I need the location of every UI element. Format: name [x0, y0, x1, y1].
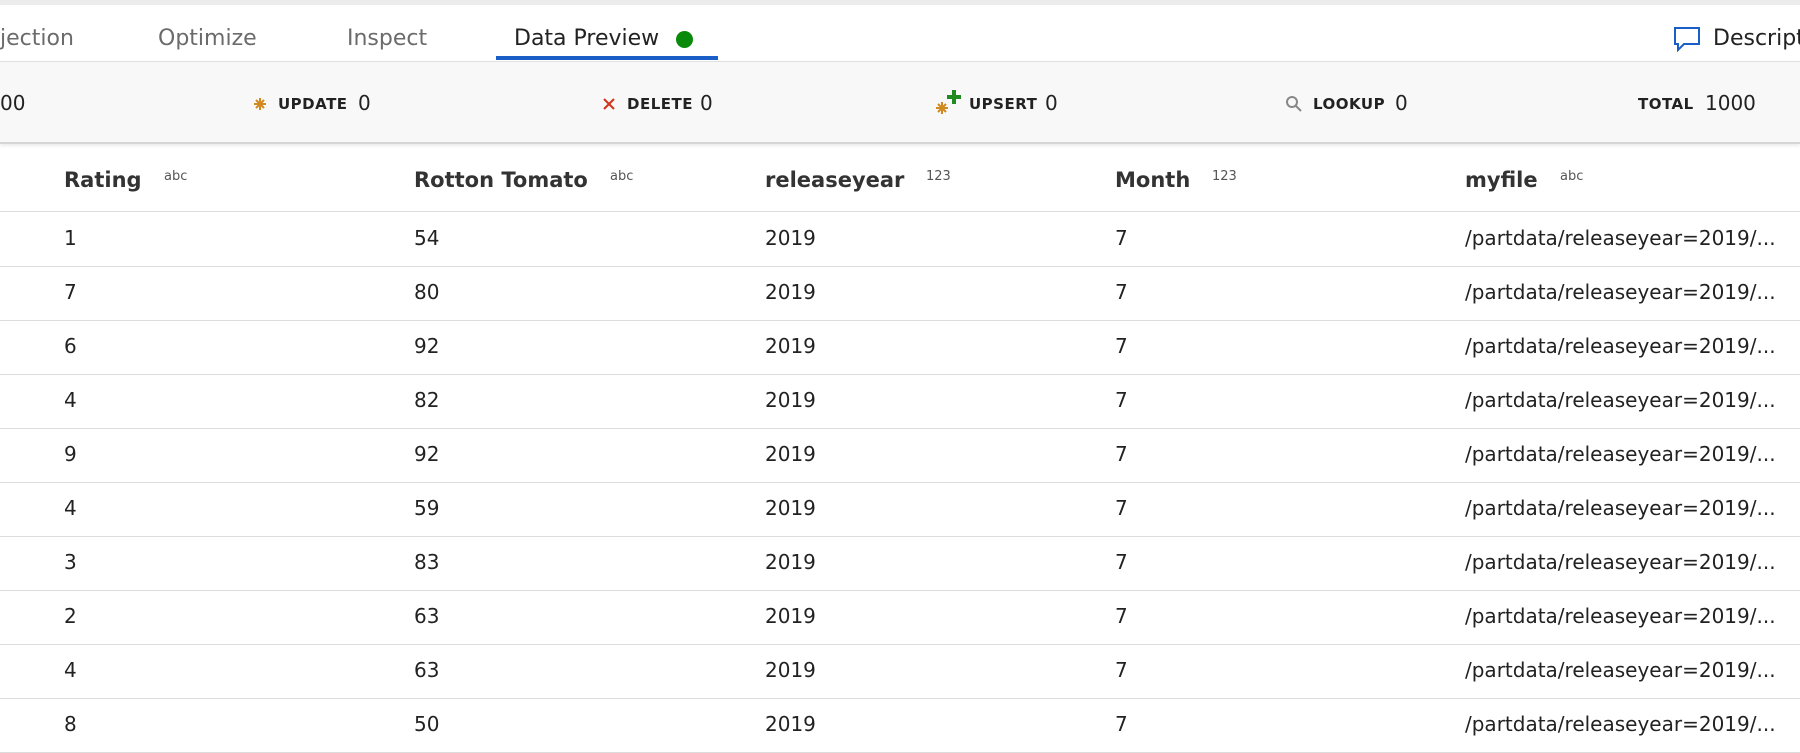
stat-value: 00 [0, 91, 26, 115]
cell: 92 [414, 442, 440, 466]
cell: /partdata/releaseyear=2019/... [1465, 604, 1776, 628]
row-divider [0, 428, 1800, 429]
cell: /partdata/releaseyear=2019/... [1465, 280, 1776, 304]
active-underline [496, 56, 718, 60]
stat-label: UPSERT [969, 95, 1038, 113]
comment-icon [1674, 27, 1700, 53]
column-header[interactable]: Rating [64, 168, 142, 192]
cell: 4 [64, 388, 77, 412]
cell: 2 [64, 604, 77, 628]
upsert-icon [936, 90, 961, 114]
row-divider [0, 482, 1800, 483]
cell: /partdata/releaseyear=2019/... [1465, 496, 1776, 520]
cell: 7 [1115, 496, 1128, 520]
cell: 1 [64, 226, 77, 250]
cell: /partdata/releaseyear=2019/... [1465, 388, 1776, 412]
cell: 2019 [765, 226, 816, 250]
column-header[interactable]: Month [1115, 168, 1191, 192]
cell: 9 [64, 442, 77, 466]
lookup-icon [1286, 96, 1302, 112]
cell: 2019 [765, 388, 816, 412]
cell: 7 [1115, 226, 1128, 250]
cell: 2019 [765, 658, 816, 682]
tab[interactable]: Data Preview [514, 26, 660, 51]
stats-bar: 00 UPDATE 0 DELETE 0 UPSERT 0 LOOKUP 0 T… [0, 62, 1800, 144]
cell: 2019 [765, 442, 816, 466]
cell: 8 [64, 712, 77, 736]
row-divider [0, 320, 1800, 321]
update-icon [254, 98, 266, 110]
tab-bar: jection Optimize Inspect Data Preview De… [0, 5, 1800, 62]
column-header[interactable]: myfile [1465, 168, 1538, 192]
cell: /partdata/releaseyear=2019/... [1465, 442, 1776, 466]
status-dot [676, 31, 693, 48]
cell: 7 [1115, 712, 1128, 736]
cell: 2019 [765, 496, 816, 520]
cell: 2019 [765, 550, 816, 574]
cell: 7 [1115, 334, 1128, 358]
cell: 54 [414, 226, 440, 250]
description-button[interactable]: Descript [1713, 26, 1800, 51]
cell: 7 [1115, 442, 1128, 466]
cell: 7 [1115, 658, 1128, 682]
column-header[interactable]: releaseyear [765, 168, 905, 192]
stat-value: 1000 [1705, 91, 1756, 115]
cell: 7 [1115, 280, 1128, 304]
header-divider [0, 211, 1800, 212]
cell: 63 [414, 658, 440, 682]
cell: 59 [414, 496, 440, 520]
cell: /partdata/releaseyear=2019/... [1465, 226, 1776, 250]
cell: /partdata/releaseyear=2019/... [1465, 658, 1776, 682]
row-divider [0, 644, 1800, 645]
top-strip [0, 0, 1800, 5]
row-divider [0, 266, 1800, 267]
stat-value: 0 [358, 91, 371, 115]
row-divider [0, 374, 1800, 375]
cell: 3 [64, 550, 77, 574]
cell: 82 [414, 388, 440, 412]
row-divider [0, 536, 1800, 537]
cell: 63 [414, 604, 440, 628]
cell: 7 [1115, 550, 1128, 574]
cell: 2019 [765, 334, 816, 358]
cell: 50 [414, 712, 440, 736]
delete-icon [603, 98, 615, 110]
column-header[interactable]: Rotton Tomato [414, 168, 588, 192]
cell: 2019 [765, 280, 816, 304]
cell: 80 [414, 280, 440, 304]
cell: 83 [414, 550, 440, 574]
column-type: 123 [1212, 169, 1237, 184]
stat-value: 0 [700, 91, 713, 115]
cell: 7 [1115, 388, 1128, 412]
column-type: abc [1560, 169, 1584, 184]
stat-label: LOOKUP [1313, 95, 1386, 113]
cell: 6 [64, 334, 77, 358]
stat-label: UPDATE [278, 95, 348, 113]
cell: 4 [64, 496, 77, 520]
tab[interactable]: Inspect [347, 26, 428, 51]
cell: 4 [64, 658, 77, 682]
tab[interactable]: Optimize [158, 26, 257, 51]
cell: /partdata/releaseyear=2019/... [1465, 712, 1776, 736]
column-type: abc [610, 169, 634, 184]
row-divider [0, 698, 1800, 699]
column-type: 123 [926, 169, 951, 184]
stat-value: 0 [1045, 91, 1058, 115]
row-divider [0, 590, 1800, 591]
column-type: abc [164, 169, 188, 184]
cell: 7 [1115, 604, 1128, 628]
tab[interactable]: jection [0, 26, 74, 51]
cell: 2019 [765, 604, 816, 628]
cell: 7 [64, 280, 77, 304]
cell: 92 [414, 334, 440, 358]
cell: /partdata/releaseyear=2019/... [1465, 334, 1776, 358]
stat-value: 0 [1395, 91, 1408, 115]
cell: 2019 [765, 712, 816, 736]
cell: /partdata/releaseyear=2019/... [1465, 550, 1776, 574]
stat-label: TOTAL [1638, 95, 1694, 113]
stat-label: DELETE [627, 95, 693, 113]
